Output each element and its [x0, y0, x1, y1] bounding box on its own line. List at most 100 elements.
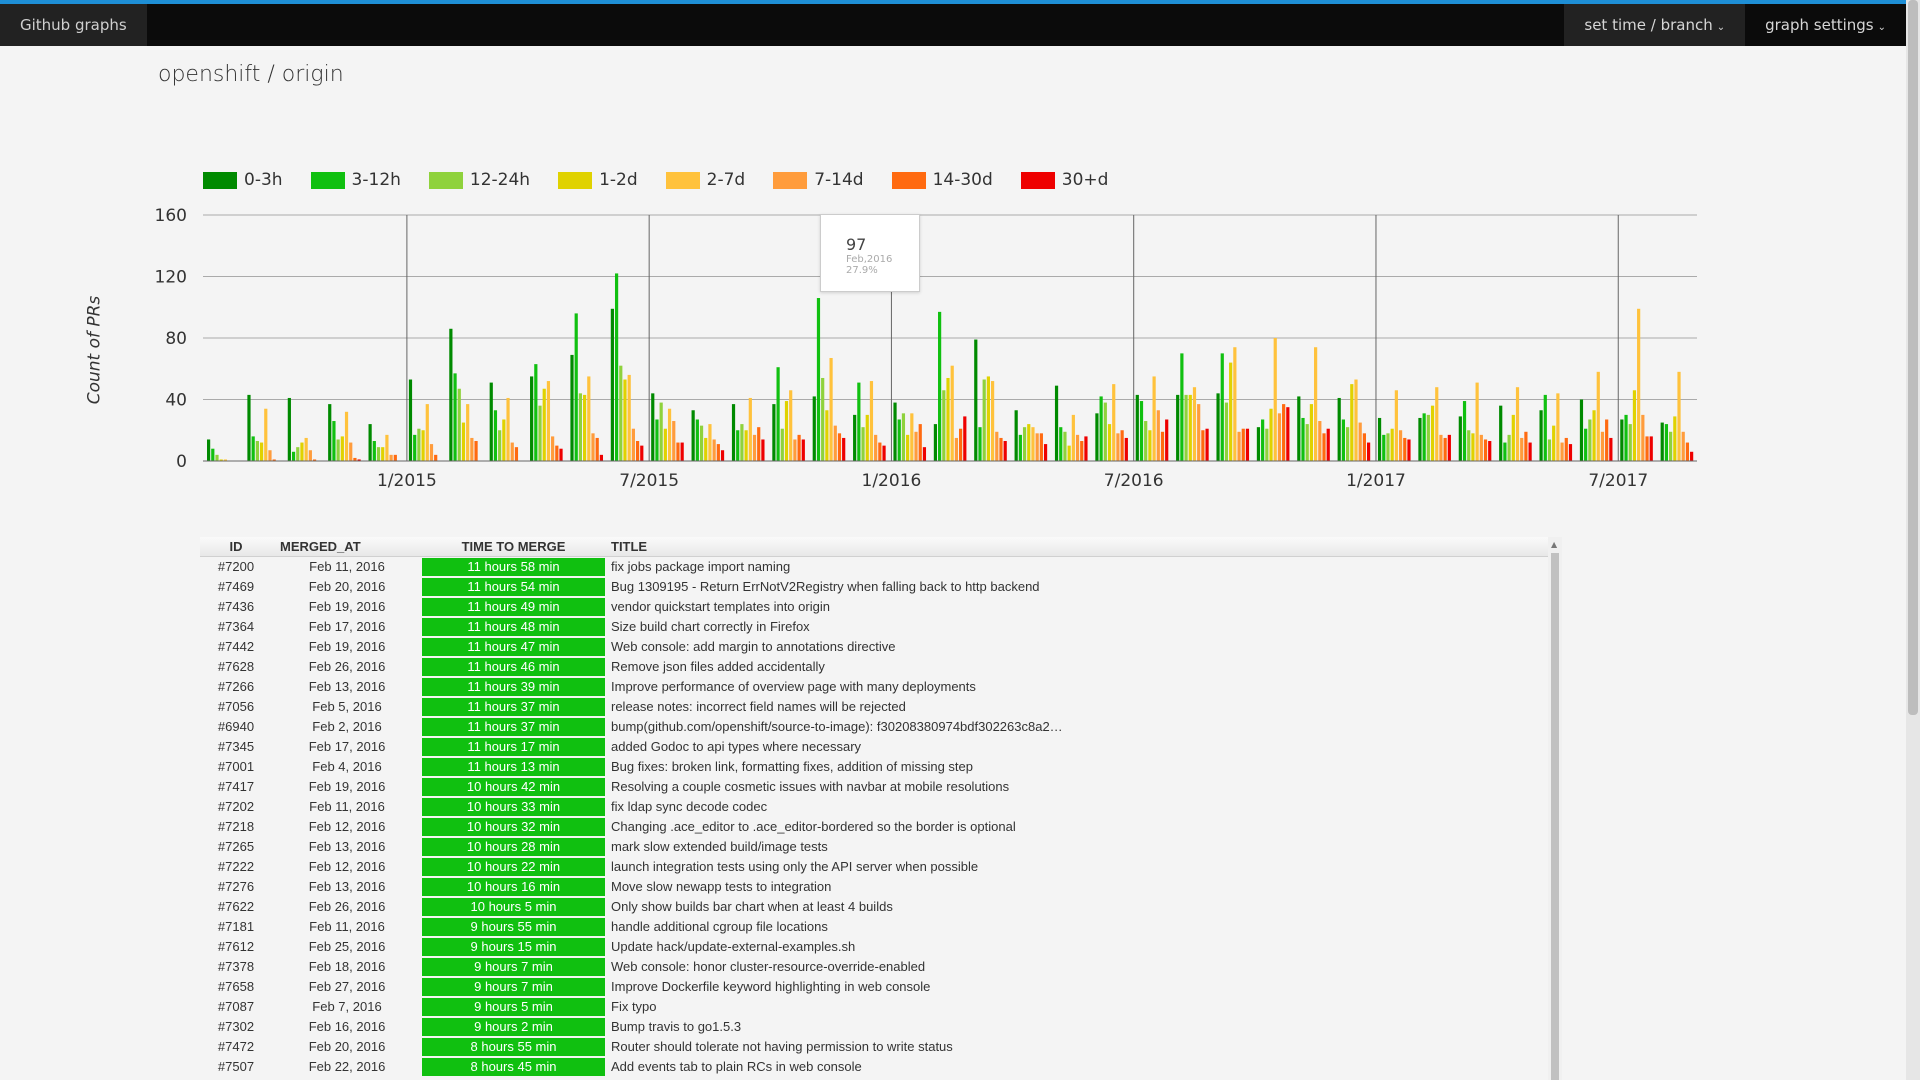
bar	[595, 437, 599, 461]
legend-item[interactable]: 3-12h	[310, 170, 401, 190]
bar	[296, 447, 300, 461]
brand-link[interactable]: Github graphs	[0, 4, 147, 46]
bar	[353, 457, 357, 461]
table-row[interactable]: #7265 Feb 13, 2016 10 hours 28 min mark slo…	[200, 837, 1562, 857]
legend-item[interactable]: 12-24h	[428, 170, 531, 190]
table-row[interactable]: #7345 Feb 17, 2016 11 hours 17 min added Go…	[200, 737, 1562, 757]
bar	[1245, 428, 1250, 461]
legend-item[interactable]: 0-3h	[203, 170, 283, 190]
header-time-to-merge[interactable]: TIME TO MERGE	[461, 539, 566, 554]
table-row[interactable]: #7364 Feb 17, 2016 11 hours 48 min Size bui…	[200, 617, 1562, 637]
legend-item[interactable]: 2-7d	[665, 170, 745, 190]
table-row[interactable]: #7001 Feb 4, 2016 11 hours 13 min Bug fixes…	[200, 757, 1562, 777]
header-title[interactable]: TITLE	[611, 539, 648, 554]
cell-id: #7628	[217, 659, 255, 674]
bar	[268, 450, 272, 461]
graph-settings-menu[interactable]: graph settings ⌄	[1745, 4, 1906, 46]
legend-item[interactable]: 14-30d	[891, 170, 993, 190]
bar	[453, 373, 457, 461]
bar	[349, 442, 353, 461]
table-row[interactable]: #7628 Feb 26, 2016 11 hours 46 min Remove j…	[200, 657, 1562, 677]
table-row[interactable]: #7612 Feb 25, 2016 9 hours 15 min Update ha…	[200, 937, 1562, 957]
cell-merged-at: Feb 13, 2016	[308, 879, 386, 894]
table-scrollbar-thumb[interactable]	[1551, 553, 1559, 1080]
bar	[655, 419, 659, 461]
bar	[1462, 401, 1467, 461]
cell-time-to-merge: 11 hours 58 min	[422, 558, 605, 576]
table-row[interactable]: #7442 Feb 19, 2016 11 hours 47 min Web cons…	[200, 637, 1562, 657]
table-row[interactable]: #7202 Feb 11, 2016 10 hours 33 min fix ldap…	[200, 797, 1562, 817]
bar	[938, 311, 942, 461]
bar	[1390, 428, 1394, 461]
table-body: #7200 Feb 11, 2016 11 hours 58 min fix jobs…	[200, 557, 1562, 1077]
cell-time-to-merge: 10 hours 22 min	[422, 858, 605, 876]
table-row[interactable]: #7622 Feb 26, 2016 10 hours 5 min Only show…	[200, 897, 1562, 917]
bar	[720, 450, 725, 461]
table-row[interactable]: #7276 Feb 13, 2016 10 hours 16 min Move slo…	[200, 877, 1562, 897]
bar	[978, 427, 982, 461]
bar	[1685, 442, 1690, 461]
header-merged-at[interactable]: MERGED_AT	[280, 539, 361, 554]
table-row[interactable]: #7417 Feb 19, 2016 10 hours 42 min Resolvin…	[200, 777, 1562, 797]
scroll-up-icon[interactable]: ▲	[1551, 540, 1558, 549]
page-scrollbar-thumb[interactable]	[1908, 0, 1918, 715]
table-row[interactable]: #7436 Feb 19, 2016 11 hours 49 min vendor q…	[200, 597, 1562, 617]
table-row[interactable]: #7469 Feb 20, 2016 11 hours 54 min Bug 1309…	[200, 577, 1562, 597]
bar	[833, 425, 837, 461]
table-row[interactable]: #7378 Feb 18, 2016 9 hours 7 min Web consol…	[200, 957, 1562, 977]
legend-swatch	[310, 171, 345, 189]
table-row[interactable]: #7087 Feb 7, 2016 9 hours 5 min Fix typo	[200, 997, 1562, 1017]
bar	[1620, 419, 1624, 461]
bar	[874, 434, 878, 461]
legend-item[interactable]: 7-14d	[773, 170, 864, 190]
bar	[546, 381, 551, 461]
bar	[506, 397, 510, 461]
bar	[1345, 427, 1350, 461]
bar	[797, 434, 801, 461]
table-row[interactable]: #7218 Feb 12, 2016 10 hours 32 min Changing…	[200, 817, 1562, 837]
bar	[1579, 399, 1584, 461]
bar	[570, 354, 574, 461]
cell-merged-at: Feb 18, 2016	[308, 959, 386, 974]
table-row[interactable]: #7200 Feb 11, 2016 11 hours 58 min fix jobs…	[200, 557, 1562, 577]
table-row[interactable]: #7266 Feb 13, 2016 11 hours 39 min Improve …	[200, 677, 1562, 697]
cell-time-to-merge: 9 hours 7 min	[422, 958, 605, 976]
table-row[interactable]: #7472 Feb 20, 2016 8 hours 55 min Router sh…	[200, 1037, 1562, 1057]
table-row[interactable]: #7222 Feb 12, 2016 10 hours 22 min launch i…	[200, 857, 1562, 877]
table-row[interactable]: #6940 Feb 2, 2016 11 hours 37 min bump(gith…	[200, 717, 1562, 737]
bar	[954, 437, 959, 461]
table-scrollbar[interactable]: ▲	[1548, 537, 1562, 1080]
legend-swatch	[203, 171, 237, 189]
legend-item[interactable]: 1-2d	[558, 170, 638, 190]
bar	[1690, 451, 1694, 461]
table-row[interactable]: #7507 Feb 22, 2016 8 hours 45 min Add event…	[200, 1057, 1562, 1077]
bar	[821, 377, 825, 461]
bar	[1358, 422, 1362, 461]
legend-label: 12-24h	[469, 170, 531, 190]
page-title: openshift / origin	[158, 62, 344, 87]
cell-merged-at: Feb 20, 2016	[308, 1039, 386, 1054]
bar	[1520, 437, 1524, 461]
table-row[interactable]: #7302 Feb 16, 2016 9 hours 2 min Bump travi…	[200, 1017, 1562, 1037]
table-row[interactable]: #7658 Feb 27, 2016 9 hours 7 min Improve Do…	[200, 977, 1562, 997]
cell-title: Bump travis to go1.5.3	[611, 1019, 742, 1034]
bar	[614, 273, 619, 461]
legend-item[interactable]: 30+d	[1020, 170, 1108, 190]
header-id[interactable]: ID	[229, 539, 243, 554]
table-row[interactable]: #7056 Feb 5, 2016 11 hours 37 min release n…	[200, 697, 1562, 717]
cell-time-to-merge: 11 hours 13 min	[422, 758, 605, 776]
cell-title: fix jobs package import naming	[611, 559, 791, 574]
cell-merged-at: Feb 26, 2016	[308, 659, 386, 674]
bar	[986, 376, 990, 461]
cell-id: #7345	[217, 739, 255, 754]
bar	[1394, 390, 1398, 461]
cell-title: Fix typo	[611, 999, 657, 1014]
chart-tooltip: 97 Feb,2016 27.9%	[820, 214, 920, 292]
bar	[1192, 387, 1197, 461]
page-scrollbar[interactable]	[1906, 0, 1920, 1080]
set-time-branch-menu[interactable]: set time / branch ⌄	[1564, 4, 1746, 46]
table-row[interactable]: #7181 Feb 11, 2016 9 hours 55 min handle ad…	[200, 917, 1562, 937]
legend-swatch	[891, 171, 926, 189]
bar	[1426, 414, 1430, 461]
bar	[1059, 427, 1063, 461]
